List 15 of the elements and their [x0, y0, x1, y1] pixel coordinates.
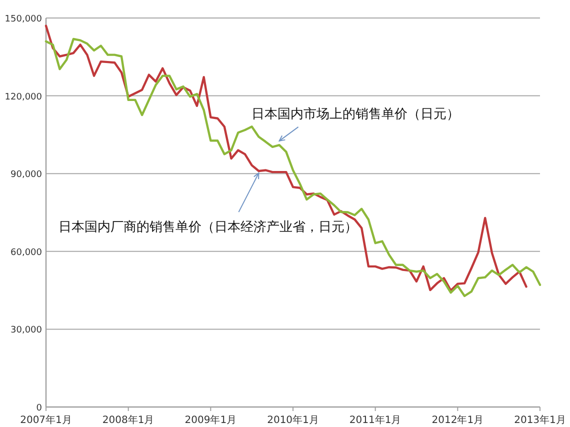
y-tick-label: 0	[36, 404, 42, 414]
x-tick-label: 2010年1月	[267, 414, 319, 426]
y-tick-label: 120,000	[4, 92, 42, 102]
y-tick-label: 30,000	[10, 326, 42, 336]
x-tick-label: 2007年1月	[20, 414, 72, 426]
y-tick-label: 150,000	[4, 14, 42, 24]
x-tick-label: 2008年1月	[102, 414, 154, 426]
annotation: 日本国内市场上的销售单价（日元）	[251, 106, 460, 122]
y-tick-label: 60,000	[10, 248, 42, 258]
x-tick-label: 2013年1月	[514, 414, 566, 426]
annotation: 日本国内厂商的销售单价（日本经济产业省，日元）	[58, 220, 358, 236]
x-tick-label: 2012年1月	[432, 414, 484, 426]
y-tick-label: 90,000	[10, 170, 42, 180]
x-tick-label: 2011年1月	[349, 414, 402, 426]
x-tick-label: 2009年1月	[184, 414, 237, 426]
